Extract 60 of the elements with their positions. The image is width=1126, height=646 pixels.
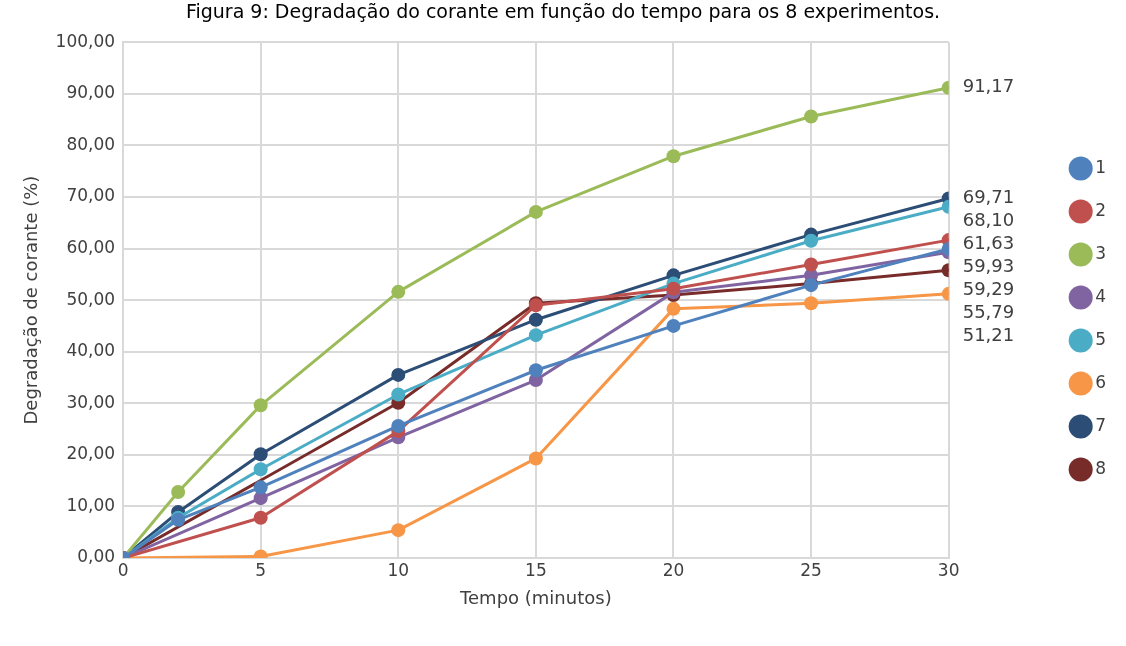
y-tick-label: 30,00 (66, 391, 116, 412)
x-tick-label: 15 (525, 559, 547, 580)
point (391, 284, 406, 299)
point (804, 233, 819, 248)
point (666, 301, 681, 316)
data-label: 68,10 (962, 209, 1015, 231)
legend-label: 1 (1095, 156, 1107, 177)
x-tick-label: 5 (255, 559, 267, 580)
data-label: 55,79 (962, 301, 1015, 323)
point (391, 418, 406, 433)
point (528, 312, 543, 327)
y-tick-label: 20,00 (66, 443, 116, 464)
point (528, 451, 543, 466)
x-axis-title: Tempo (minutos) (459, 586, 612, 608)
y-tick-label: 50,00 (66, 288, 116, 309)
legend-label: 7 (1095, 414, 1107, 435)
data-label: 51,21 (962, 324, 1015, 346)
data-label: 69,71 (962, 186, 1015, 208)
y-tick-label: 80,00 (66, 133, 116, 154)
data-label: 59,93 (962, 255, 1015, 277)
point (804, 109, 819, 124)
point (666, 149, 681, 164)
y-tick-label: 90,00 (66, 82, 116, 103)
point (528, 363, 543, 378)
y-tick-label: 40,00 (66, 340, 116, 361)
point (253, 398, 268, 413)
x-tick-label: 10 (387, 559, 410, 580)
legend-label: 5 (1095, 328, 1107, 349)
point (391, 523, 406, 538)
point (253, 462, 268, 477)
y-tick-label: 60,00 (66, 236, 116, 257)
legend-label: 2 (1095, 199, 1107, 220)
data-label: 61,63 (962, 232, 1015, 254)
y-tick-label: 10,00 (66, 494, 116, 515)
legend-label: 6 (1095, 371, 1107, 392)
point (804, 296, 819, 311)
point (391, 387, 406, 402)
x-tick-label: 20 (662, 559, 685, 580)
legend-label: 4 (1095, 285, 1107, 306)
point (666, 281, 681, 296)
point (253, 480, 268, 495)
data-label: 59,29 (962, 278, 1015, 300)
y-tick-label: 100,00 (55, 30, 116, 51)
data-label: 91,17 (962, 75, 1015, 97)
point (253, 510, 268, 525)
legend-label: 8 (1095, 457, 1107, 478)
point (666, 318, 681, 333)
point (528, 204, 543, 219)
x-tick-label: 0 (117, 559, 129, 580)
x-tick-label: 25 (800, 559, 822, 580)
legend-label: 3 (1095, 242, 1107, 263)
y-axis-title: Degradação de corante (%) (20, 175, 42, 425)
chart-title: Figura 9: Degradação do corante em função do tempo para os 8 experimentos. (184, 0, 942, 24)
y-tick-label: 0,00 (77, 546, 116, 567)
y-tick-label: 70,00 (66, 185, 116, 206)
point (804, 257, 819, 272)
x-tick-label: 30 (937, 559, 960, 580)
point (253, 447, 268, 462)
point (528, 328, 543, 343)
point (391, 367, 406, 382)
